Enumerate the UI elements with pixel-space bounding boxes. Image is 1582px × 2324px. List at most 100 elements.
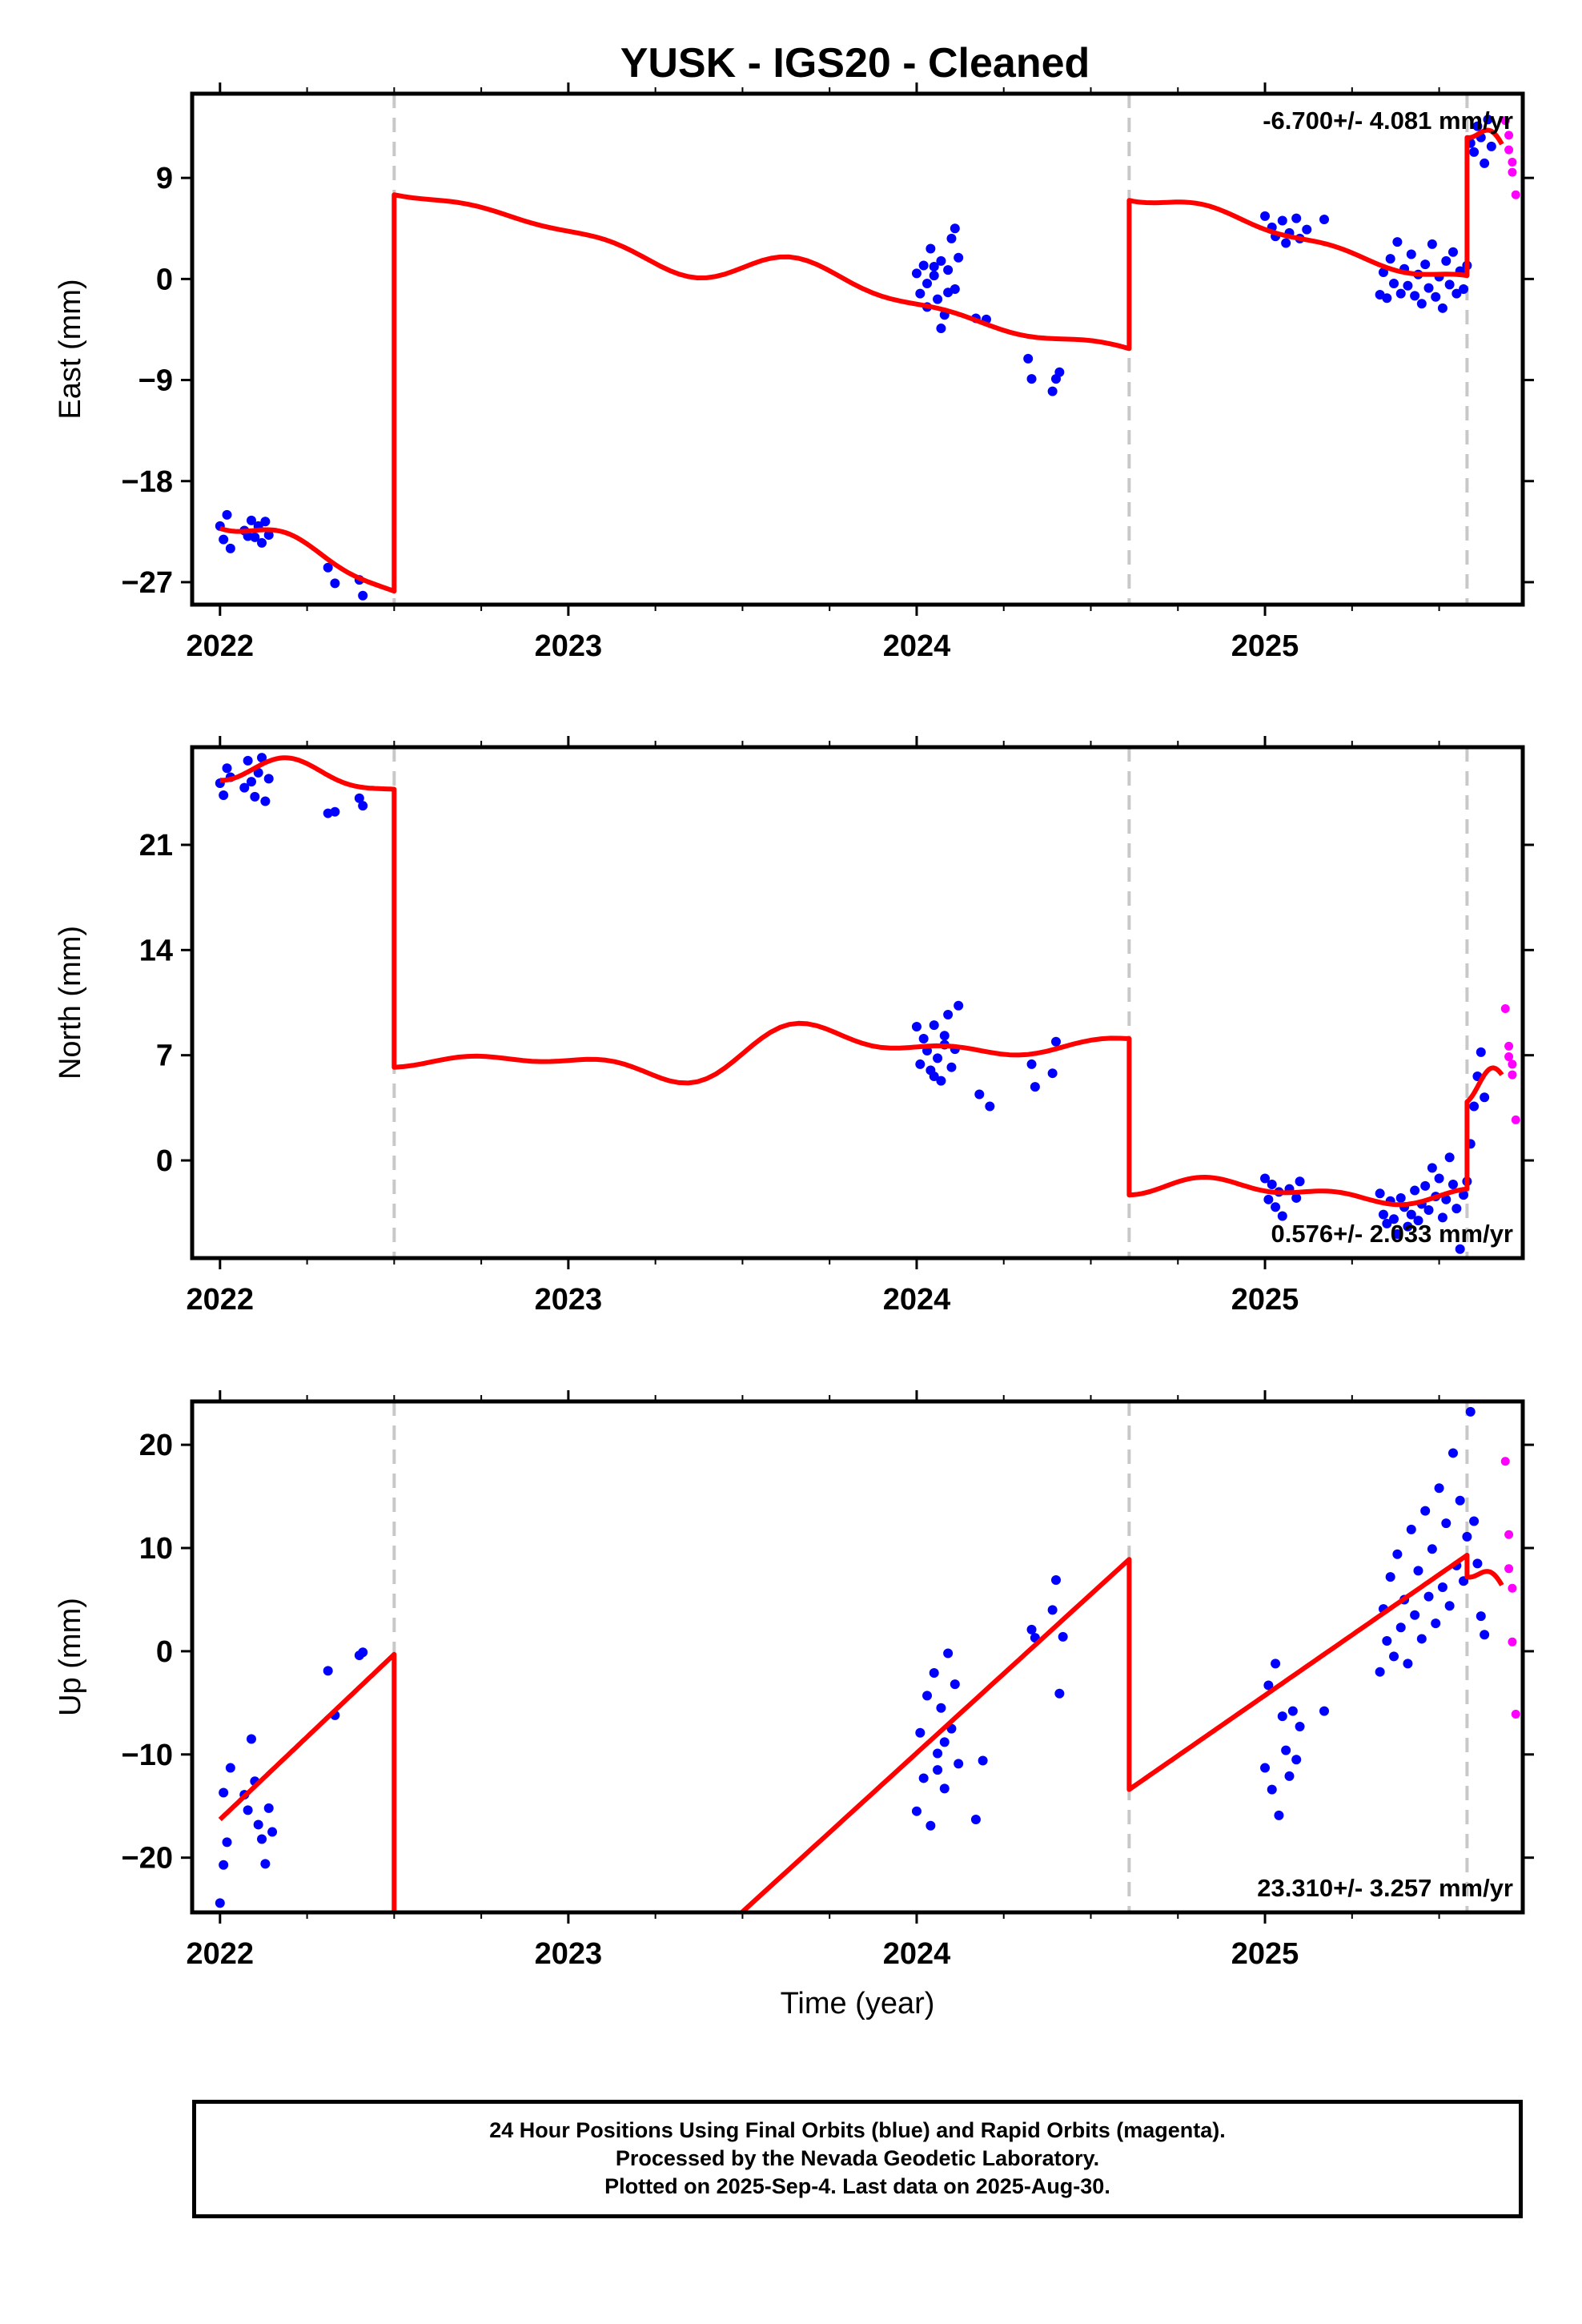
up-y-tick-label: 10 [139,1532,173,1566]
east-rapid-point [1508,167,1517,177]
up-final-point [1403,1659,1413,1669]
up-final-point [1444,1601,1455,1611]
east-rapid-point [1511,190,1520,199]
up-x-tick-label: 2022 [187,1937,255,1971]
north-final-point [974,1089,985,1100]
north-final-point [1291,1192,1302,1203]
up-rapid-point [1504,1530,1514,1539]
north-x-tick-label: 2024 [883,1283,951,1317]
north-final-point [260,796,271,806]
east-final-point [929,261,939,271]
up-final-point [1385,1572,1395,1582]
east-final-point [950,223,960,234]
up-final-point [257,1834,267,1844]
up-final-point [246,1734,256,1744]
north-final-point [358,801,368,811]
east-final-point [1302,224,1312,235]
east-final-point [1416,299,1427,309]
up-model-curve [218,1553,1504,1912]
up-rapid-point [1504,1564,1514,1574]
up-final-point [926,1820,936,1831]
north-rapid-point [1511,1115,1520,1124]
up-final-point [1455,1495,1465,1506]
east-final-point [1444,279,1455,290]
north-final-point [1455,1244,1465,1254]
north-final-point [1441,1194,1452,1204]
east-rapid-point [1504,131,1514,140]
north-final-point [1260,1173,1271,1184]
east-final-point [222,509,232,520]
up-final-point [243,1805,253,1815]
east-final-point [936,255,946,266]
east-y-tick-label: −9 [139,364,173,398]
up-final-point [939,1737,950,1747]
up-final-point [1050,1574,1061,1585]
north-final-point [1295,1176,1305,1187]
up-final-point [939,1783,950,1794]
up-final-point [1462,1531,1472,1542]
north-final-point [257,753,267,763]
up-y-tick-label: −20 [122,1842,173,1876]
up-final-point [1410,1610,1420,1620]
north-rate-label: 0.576+/- 2.033 mm/yr [1271,1220,1513,1248]
east-final-point [1378,267,1388,277]
north-final-point [911,1022,921,1032]
up-final-point [1295,1722,1305,1731]
up-final-point [1413,1566,1423,1576]
up-final-point [1431,1618,1441,1629]
east-x-tick-label: 2022 [187,629,255,663]
east-final-point [943,265,954,275]
up-final-point [1047,1605,1058,1615]
up-final-point [215,1898,225,1908]
up-rate-label: 23.310+/- 3.257 mm/yr [1257,1874,1513,1902]
up-final-point [1406,1524,1416,1534]
east-final-point [1486,141,1496,151]
footer-line-2: Processed by the Nevada Geodetic Laborat… [615,2146,1100,2170]
east-final-point [929,271,939,281]
north-final-point [1447,1180,1458,1190]
east-y-tick-label: −27 [122,566,173,600]
east-final-point [1395,288,1406,299]
north-final-point [219,790,229,801]
north-y-tick-label: 7 [156,1039,173,1073]
up-final-point [936,1703,946,1713]
north-final-point [1030,1082,1040,1092]
east-final-point [1392,237,1403,247]
north-final-point [1437,1212,1447,1223]
east-final-point [1023,353,1034,364]
up-final-point [1472,1558,1483,1569]
east-final-point [1385,254,1395,264]
up-final-point [1274,1810,1284,1820]
up-final-point [943,1648,954,1659]
east-final-point [1281,238,1291,248]
up-final-point [1476,1611,1486,1622]
up-final-point [1465,1406,1476,1417]
up-final-point [911,1806,921,1816]
up-final-point [219,1787,229,1798]
east-final-point [1277,215,1287,226]
up-final-point [1416,1634,1427,1644]
up-final-point [918,1773,929,1783]
up-plot-area [215,1406,1520,1912]
north-final-point [1452,1204,1462,1214]
up-final-point [1058,1631,1068,1642]
east-final-point [1403,280,1413,291]
east-final-point [225,543,235,553]
east-final-point [250,532,260,542]
north-final-point [253,767,263,778]
north-final-point [1444,1152,1455,1163]
up-final-point [1054,1688,1065,1699]
up-x-tick-label: 2023 [535,1937,603,1971]
up-final-point [222,1837,232,1848]
north-plot-area [215,753,1520,1254]
up-final-point [1284,1771,1295,1781]
up-y-tick-label: 20 [139,1429,173,1462]
north-frame [190,745,1525,1261]
east-final-point [1423,283,1434,293]
east-final-point [358,590,368,601]
up-final-point [358,1647,368,1658]
up-final-point [1026,1624,1037,1634]
east-final-point [1406,249,1416,259]
north-y-tick-label: 14 [139,934,173,967]
